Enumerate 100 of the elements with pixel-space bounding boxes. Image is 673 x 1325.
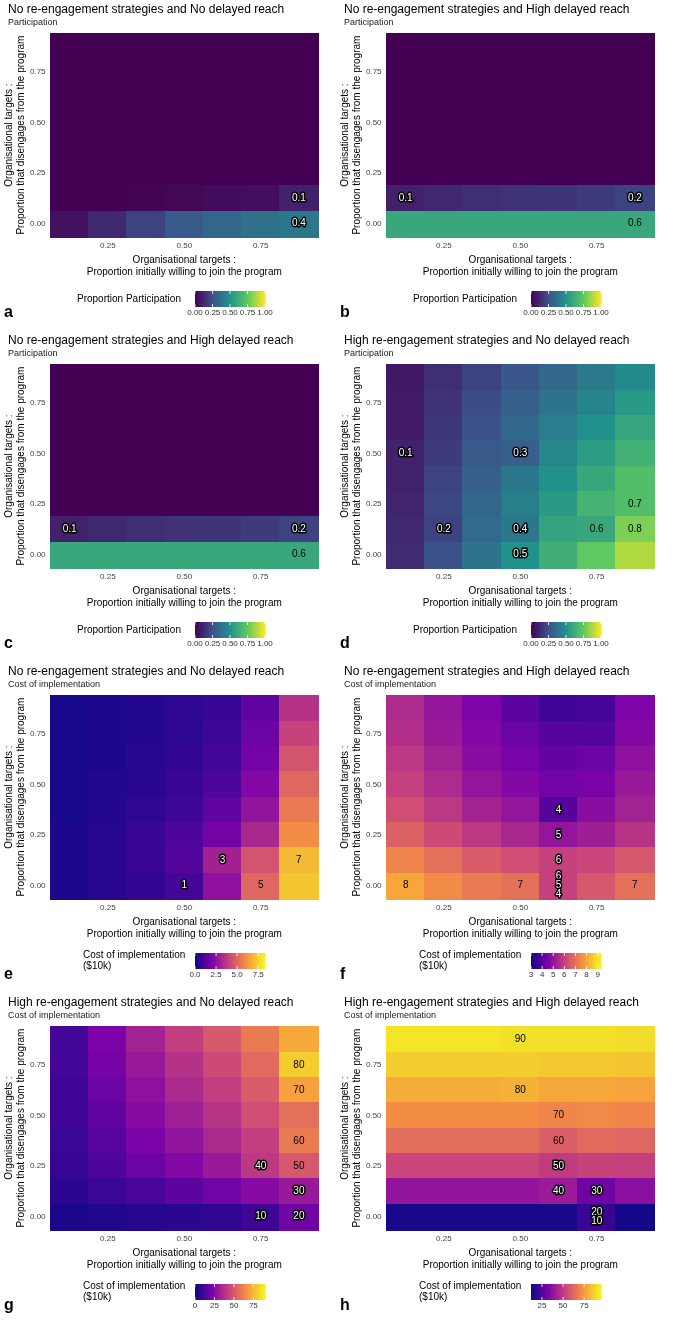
color-bar-label: 0.75 <box>575 308 592 318</box>
data-label: 0.2 <box>291 523 307 535</box>
data-label: 30 <box>293 1185 305 1197</box>
data-label: 10 <box>255 1210 267 1222</box>
data-label: 0.1 <box>62 523 78 535</box>
color-bar-label: 0.25 <box>204 639 221 649</box>
color-bar-label: 0.00 <box>523 308 540 318</box>
data-label: 0.6 <box>291 548 307 560</box>
chart-title: High re-engagement strategies and No delayed reach <box>8 995 295 1009</box>
color-bar-label: 0.75 <box>239 639 256 649</box>
data-label: 0.3 <box>513 447 528 459</box>
x-tick-label: 0.75 <box>252 572 270 582</box>
data-label: 20 10 <box>591 1205 603 1226</box>
x-axis-title: Organisational targets : Proportion initially willing to join the program <box>86 584 282 608</box>
y-tick-label: 0.75 <box>29 397 47 407</box>
data-label: 90 <box>514 1033 527 1045</box>
color-bar-label: 0.50 <box>222 308 239 318</box>
y-tick-label: 0.00 <box>365 218 383 228</box>
data-label: 50 <box>293 1159 305 1171</box>
color-bar-label: 5 <box>551 970 556 980</box>
data-label: 0.1 <box>398 192 414 204</box>
data-label: 0.1 <box>291 192 307 204</box>
color-bar-label: 25 <box>209 1301 220 1311</box>
color-bar-label: 0.50 <box>558 308 575 318</box>
chart-subtitle: Cost of implementation <box>8 679 102 689</box>
x-tick-label: 0.75 <box>588 241 606 251</box>
y-tick-label: 0.50 <box>365 448 383 458</box>
data-label: 6 5 4 <box>555 870 562 900</box>
data-label: 70 <box>552 1109 565 1121</box>
data-label: 60 <box>552 1134 565 1146</box>
chart-title: No re-engagement strategies and No delayed reach <box>8 664 286 678</box>
data-label: 7 <box>517 879 524 891</box>
color-bar-label: 0.00 <box>187 308 204 318</box>
color-bar-label: 75 <box>248 1301 259 1311</box>
x-tick-label: 0.25 <box>436 241 453 251</box>
color-bar-title: Cost of implementation ($10k) <box>419 949 522 972</box>
color-bar-label: 25 <box>537 1301 547 1311</box>
data-label: 0.2 <box>627 192 643 204</box>
y-tick-label: 0.25 <box>29 1161 47 1171</box>
text: g <box>4 1296 14 1314</box>
data-label: 40 <box>552 1185 565 1197</box>
y-tick-label: 0.00 <box>365 549 383 559</box>
data-label: 80 <box>514 1083 527 1095</box>
y-axis-title: Organisational targets : Proportion that disengages from the program <box>2 366 26 566</box>
data-label: 0.4 <box>513 523 528 535</box>
y-tick-label: 0.00 <box>29 880 47 890</box>
x-axis-title: Organisational targets : Proportion initially willing to join the program <box>422 915 618 939</box>
x-tick-label: 0.25 <box>436 903 453 913</box>
color-bar-label: 0.25 <box>204 308 221 318</box>
color-bar-title: Cost of implementation ($10k) <box>83 1280 186 1303</box>
y-tick-label: 0.25 <box>29 168 47 178</box>
chart-title: No re-engagement strategies and High delayed reach <box>8 333 295 347</box>
text: h <box>340 1296 350 1314</box>
color-bar-label: 0.50 <box>558 639 575 649</box>
chart-subtitle: Participation <box>8 348 59 358</box>
y-tick-label: 0.50 <box>365 1110 383 1120</box>
x-tick-label: 0.25 <box>100 241 117 251</box>
chart-subtitle: Cost of implementation <box>344 1010 438 1020</box>
color-bar-label: 4 <box>539 970 545 980</box>
x-tick-label: 0.25 <box>436 572 453 582</box>
color-bar-label: 0.75 <box>575 639 592 649</box>
y-tick-label: 0.75 <box>29 1059 47 1069</box>
chart-subtitle: Cost of implementation <box>8 1010 102 1020</box>
x-tick-label: 0.50 <box>176 572 193 582</box>
chart-subtitle: Cost of implementation <box>344 679 438 689</box>
y-tick-label: 0.25 <box>29 499 47 509</box>
y-tick-label: 0.50 <box>29 779 47 789</box>
color-bar-label: 0.25 <box>540 639 557 649</box>
chart-title: No re-engagement strategies and High delayed reach <box>344 2 631 16</box>
y-tick-label: 0.50 <box>365 779 383 789</box>
color-bar-label: 0.25 <box>540 308 557 318</box>
y-tick-label: 0.50 <box>29 117 47 127</box>
y-axis-title: Organisational targets : Proportion that disengages from the program <box>2 1028 26 1228</box>
chart-title: No re-engagement strategies and High delayed reach <box>344 664 631 678</box>
x-axis-title: Organisational targets : Proportion initially willing to join the program <box>422 1246 618 1270</box>
x-tick-label: 0.75 <box>252 903 270 913</box>
y-tick-label: 0.50 <box>29 448 47 458</box>
x-tick-label: 0.25 <box>436 1234 453 1244</box>
color-bar-title: Cost of implementation ($10k) <box>419 1280 522 1303</box>
chart-title: High re-engagement strategies and High delayed reach <box>344 995 640 1009</box>
data-label: 50 <box>552 1159 565 1171</box>
data-label: 4 <box>555 803 562 815</box>
color-bar-title: Cost of implementation ($10k) <box>83 949 186 972</box>
y-axis-title: Organisational targets : Proportion that disengages from the program <box>338 697 362 897</box>
color-bar-label: 2.5 <box>210 970 223 980</box>
y-tick-label: 0.75 <box>29 728 47 738</box>
x-axis-title: Organisational targets : Proportion initially willing to join the program <box>422 584 618 608</box>
y-tick-label: 0.00 <box>365 880 383 890</box>
x-axis-title: Organisational targets : Proportion initially willing to join the program <box>422 253 618 277</box>
y-tick-label: 0.25 <box>29 830 47 840</box>
y-tick-label: 0.50 <box>365 117 383 127</box>
color-bar-label: 75 <box>579 1301 590 1311</box>
color-bar-label: 0.50 <box>222 639 239 649</box>
data-label: 20 <box>293 1210 305 1222</box>
data-label: 60 <box>293 1134 305 1146</box>
chart-subtitle: Participation <box>8 17 59 27</box>
data-label: 0.7 <box>627 497 643 509</box>
chart-subtitle: Participation <box>344 17 395 27</box>
color-bar-label: 7 <box>573 970 579 980</box>
data-label: 80 <box>293 1058 305 1070</box>
